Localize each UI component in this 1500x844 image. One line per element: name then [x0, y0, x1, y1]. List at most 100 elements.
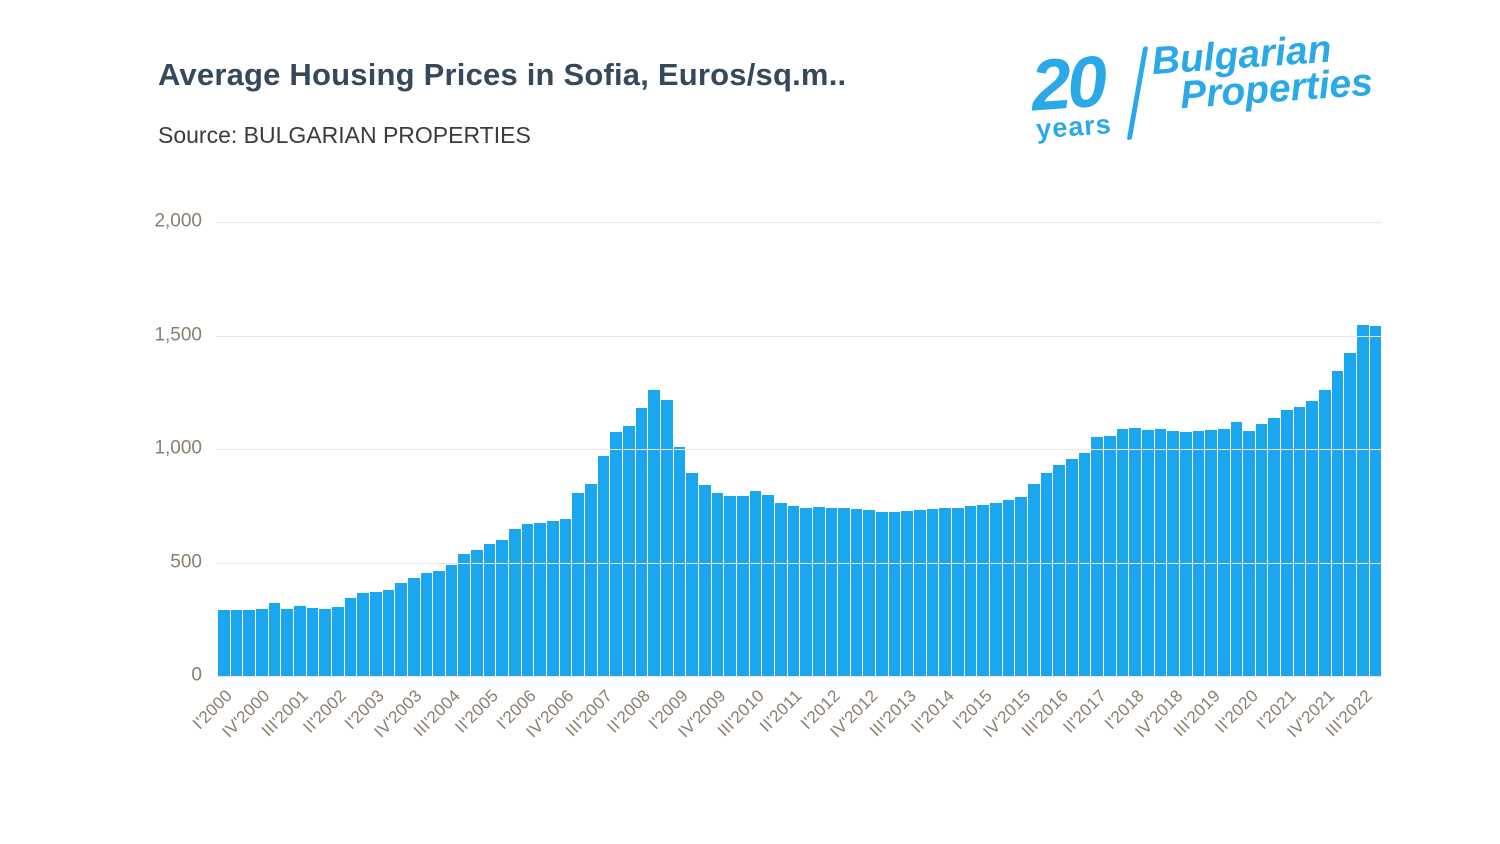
bar-II-2018[interactable] — [1141, 429, 1154, 676]
bar-III-2008[interactable] — [648, 389, 660, 676]
bar-III-2011[interactable] — [800, 507, 812, 676]
bar-II-2007[interactable] — [585, 483, 597, 676]
bar-II-2016[interactable] — [1040, 472, 1053, 676]
bar-I-2010[interactable] — [724, 496, 736, 676]
bar-III-2016[interactable] — [1053, 465, 1065, 676]
bar-I-2008[interactable] — [623, 425, 635, 676]
bar-IV-2006[interactable] — [559, 518, 572, 676]
plot-area: 2,000 1,500 1,000 500 0 I'2000 IV'2000 III'2001… — [154, 211, 1382, 741]
bar-I-2011[interactable] — [774, 502, 787, 676]
bar-IV-2014[interactable] — [964, 506, 977, 676]
bar-I-2007[interactable] — [572, 493, 585, 676]
bar-I-2018[interactable] — [1129, 427, 1141, 676]
bar-I-2016[interactable] — [1028, 484, 1040, 676]
bar-IV-2017[interactable] — [1116, 428, 1129, 676]
bar-III-2001[interactable] — [293, 605, 306, 676]
bar-I-2013[interactable] — [876, 511, 888, 676]
bar-III-2005[interactable] — [496, 540, 509, 676]
bar-IV-2005[interactable] — [509, 528, 521, 676]
bar-II-2000[interactable] — [230, 609, 243, 676]
bar-IV-2021[interactable] — [1319, 389, 1331, 676]
gridline-y-1500 — [216, 335, 1382, 337]
bar-IV-2004[interactable] — [458, 554, 471, 676]
gridline-y-0 — [216, 676, 1382, 677]
bar-IV-2002[interactable] — [357, 592, 369, 676]
bar-III-2003[interactable] — [395, 582, 407, 676]
bar-IV-2015[interactable] — [1015, 496, 1027, 676]
bar-III-2020[interactable] — [1255, 424, 1268, 676]
bar-IV-2010[interactable] — [762, 495, 774, 676]
bar-II-2010[interactable] — [736, 495, 749, 676]
bar-I-2006[interactable] — [521, 524, 534, 676]
bar-III-2017[interactable] — [1103, 436, 1116, 676]
bar-I-2019[interactable] — [1179, 431, 1192, 676]
bar-IV-2013[interactable] — [914, 510, 926, 676]
bar-IV-2008[interactable] — [660, 399, 673, 676]
bar-II-2014[interactable] — [939, 508, 952, 676]
bar-IV-2018[interactable] — [1167, 431, 1179, 676]
bar-II-2015[interactable] — [990, 503, 1002, 676]
bar-II-2001[interactable] — [281, 608, 293, 676]
bar-IV-2000[interactable] — [255, 608, 268, 676]
logo-brand-line2: Properties — [1178, 60, 1375, 118]
bar-II-2011[interactable] — [787, 505, 800, 676]
bar-II-2022[interactable] — [1344, 352, 1357, 676]
bar-IV-2016[interactable] — [1065, 458, 1078, 676]
bar-III-2009[interactable] — [698, 484, 711, 676]
bar-I-2014[interactable] — [926, 509, 939, 676]
bar-II-2008[interactable] — [635, 407, 648, 676]
bar-I-2015[interactable] — [977, 505, 990, 676]
bar-II-2004[interactable] — [433, 570, 445, 676]
bar-IV-2012[interactable] — [863, 510, 876, 676]
bar-III-2019[interactable] — [1205, 429, 1217, 676]
bar-I-2009[interactable] — [673, 446, 686, 676]
bar-II-2003[interactable] — [382, 590, 395, 676]
bar-III-2022[interactable] — [1357, 325, 1369, 676]
bar-II-2012[interactable] — [838, 508, 850, 676]
bar-I-2022[interactable] — [1331, 370, 1344, 676]
bar-III-2002[interactable] — [344, 597, 357, 676]
bar-IV-2003[interactable] — [407, 578, 420, 676]
y-axis-label-1000: 1,000 — [154, 437, 202, 459]
bar-II-2002[interactable] — [331, 607, 344, 676]
bar-IV-2009[interactable] — [711, 493, 724, 676]
bar-III-2015[interactable] — [1002, 500, 1015, 676]
bar-I-2003[interactable] — [369, 591, 382, 676]
bar-IV-2007[interactable] — [610, 432, 622, 676]
bar-II-2006[interactable] — [534, 522, 547, 676]
bar-III-2007[interactable] — [597, 455, 610, 676]
bar-I-2012[interactable] — [825, 507, 838, 676]
bar-III-2006[interactable] — [547, 521, 559, 676]
bar-II-2020[interactable] — [1243, 430, 1255, 676]
bar-III-2000[interactable] — [243, 610, 255, 676]
bar-IV-2011[interactable] — [812, 507, 825, 676]
bar-III-2021[interactable] — [1306, 401, 1319, 676]
bar-III-2018[interactable] — [1154, 428, 1167, 676]
bar-I-2020[interactable] — [1230, 421, 1243, 676]
bar-I-2017[interactable] — [1078, 452, 1091, 676]
y-axis-label-2000: 2,000 — [154, 210, 202, 232]
bar-II-2021[interactable] — [1293, 407, 1306, 676]
bar-IV-2019[interactable] — [1217, 429, 1230, 676]
bar-I-2021[interactable] — [1281, 409, 1293, 676]
bar-III-2010[interactable] — [749, 491, 762, 676]
bar-I-2004[interactable] — [420, 573, 433, 676]
bar-III-2014[interactable] — [952, 507, 964, 676]
bar-II-2017[interactable] — [1091, 436, 1103, 676]
x-axis-label-II-2011: II'2011 — [756, 686, 807, 736]
bar-II-2019[interactable] — [1192, 431, 1205, 676]
bar-II-2013[interactable] — [888, 512, 901, 676]
bar-III-2004[interactable] — [445, 564, 458, 676]
bar-I-2002[interactable] — [319, 609, 331, 676]
bar-IV-2001[interactable] — [306, 608, 319, 676]
bar-I-2001[interactable] — [268, 603, 281, 676]
bar-III-2013[interactable] — [901, 510, 914, 676]
bar-I-2000[interactable] — [218, 609, 230, 676]
bar-III-2012[interactable] — [850, 508, 863, 676]
bar-IV-2022[interactable] — [1369, 326, 1382, 676]
bar-IV-2020[interactable] — [1268, 418, 1281, 676]
bar-I-2005[interactable] — [471, 550, 483, 676]
bar-II-2009[interactable] — [686, 473, 698, 676]
bar-II-2005[interactable] — [483, 544, 496, 676]
